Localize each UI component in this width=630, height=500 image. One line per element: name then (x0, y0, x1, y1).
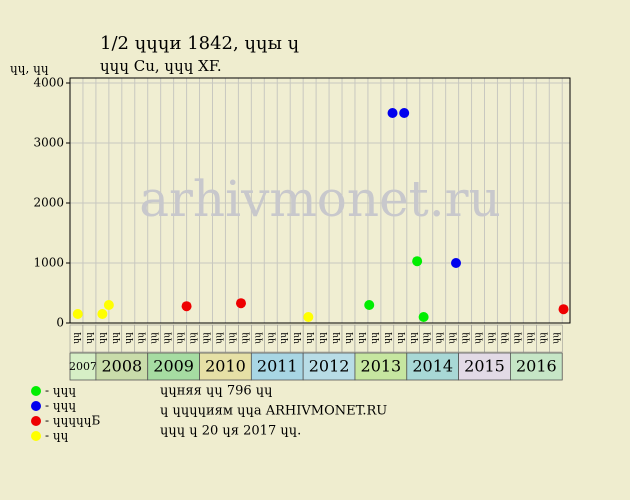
chart-subtitle: ɥɥɥ Cu, ɥɥɥ XF. (100, 57, 222, 75)
column-label: ɥɥ (318, 332, 328, 344)
legend-label: - ɥɥɥ (45, 384, 76, 398)
year-band (302, 352, 356, 381)
column-label: ɥɥ (435, 332, 445, 344)
column-label: ɥɥ (137, 332, 147, 344)
column-label: ɥɥ (499, 332, 509, 344)
year-label: 2015 (464, 357, 505, 376)
year-band (199, 352, 252, 381)
column-label: ɥɥ (227, 332, 237, 344)
column-label: ɥɥ (240, 332, 250, 344)
year-band (406, 352, 460, 381)
data-point (364, 300, 375, 310)
year-band (250, 352, 304, 381)
year-band (458, 352, 511, 381)
year-band (95, 352, 149, 381)
column-label: ɥɥ (163, 332, 173, 344)
legend-swatch (31, 431, 41, 441)
column-label: ɥɥ (292, 332, 302, 344)
column-label: ɥɥ (305, 332, 315, 344)
y-tick-label: 0 (56, 316, 64, 330)
data-point (303, 312, 314, 322)
data-point (418, 312, 429, 322)
plot-frame (69, 77, 571, 324)
note: ɥ ɥɥɥɥиям ɥɥа ARHIVMONET.RU (160, 404, 387, 419)
column-label: ɥɥ (85, 332, 95, 344)
year-label: 2008 (101, 357, 142, 376)
column-label: ɥɥ (124, 332, 134, 344)
y-tick-label: 3000 (33, 136, 64, 150)
column-label: ɥɥ (98, 332, 108, 344)
column-label: ɥɥ (266, 332, 276, 344)
grid: ɥɥ ɥɥ ɥɥ ɥɥ ɥɥ ɥɥ ɥɥ ɥɥ ɥɥ ɥɥ ɥɥ ɥɥ ɥɥ ɥɥ ɥɥ ɥɥ ɥɥ ɥɥ ɥɥ ɥɥ… (33, 76, 571, 381)
column-label: ɥɥ (474, 332, 484, 344)
year-label: 2009 (153, 357, 194, 376)
year-label: 2014 (412, 357, 453, 376)
data-point (451, 258, 462, 268)
column-label: ɥɥ (72, 332, 82, 344)
column-label: ɥɥ (538, 332, 548, 344)
y-axis-label: ɥɥ, ɥɥ (10, 62, 49, 76)
year-band (69, 352, 97, 381)
column-label: ɥɥ (422, 332, 432, 344)
year-label: 2012 (309, 357, 350, 376)
y-tick-label: 2000 (33, 196, 64, 210)
legend-label: - ɥɥ (45, 429, 69, 443)
legend-label: - ɥɥɥɥɥБ (45, 414, 101, 428)
marks (72, 108, 569, 322)
column-label: ɥɥ (331, 332, 341, 344)
legend-swatch (31, 386, 41, 396)
column-label: ɥɥ (525, 332, 535, 344)
column-label: ɥɥ (202, 332, 212, 344)
year-label: 2007 (69, 360, 97, 373)
data-point (412, 256, 423, 267)
column-label: ɥɥ (176, 332, 186, 344)
data-point (235, 298, 246, 309)
column-label: ɥɥ (214, 332, 224, 344)
data-point (387, 108, 398, 118)
year-label: 2011 (257, 357, 298, 376)
column-label: ɥɥ (111, 332, 121, 344)
note: ɥɥняя ɥɥ 796 ɥɥ (160, 384, 273, 399)
column-label: ɥɥ (150, 332, 160, 344)
column-label: ɥɥ (551, 332, 561, 344)
year-band (510, 352, 563, 381)
column-label: ɥɥ (189, 332, 199, 344)
column-label: ɥɥ (279, 332, 289, 344)
data-point (72, 309, 83, 319)
data-point (103, 300, 114, 310)
column-label: ɥɥ (357, 332, 367, 344)
column-label: ɥɥ (253, 332, 263, 344)
column-cell (549, 324, 563, 353)
column-label: ɥɥ (448, 332, 458, 344)
column-label: ɥɥ (512, 332, 522, 344)
column-label: ɥɥ (370, 332, 380, 344)
y-tick-label: 1000 (33, 256, 64, 270)
legend-swatch (31, 416, 41, 426)
legend-label: - ɥɥɥ (45, 399, 76, 413)
data-point (97, 309, 108, 319)
data-point (399, 108, 410, 118)
year-label: 2016 (516, 357, 557, 376)
note: ɥɥɥ ɥ 20 ɥя 2017 ɥɥ. (160, 424, 301, 439)
column-label: ɥɥ (344, 332, 354, 344)
column-label: ɥɥ (396, 332, 406, 344)
data-point (558, 304, 569, 315)
column-label: ɥɥ (461, 332, 471, 344)
watermark: arhivmonet.ru (139, 170, 501, 228)
year-label: 2013 (361, 357, 402, 376)
chart-title: 1/2 ɥɥɥи 1842, ɥɥы ɥ (100, 33, 299, 54)
column-label: ɥɥ (486, 332, 496, 344)
column-label: ɥɥ (383, 332, 393, 344)
year-label: 2010 (205, 357, 246, 376)
plot-area (70, 78, 570, 323)
data-point (181, 301, 192, 312)
legend-swatch (31, 401, 41, 411)
y-tick-label: 4000 (33, 76, 64, 90)
column-label: ɥɥ (409, 332, 419, 344)
